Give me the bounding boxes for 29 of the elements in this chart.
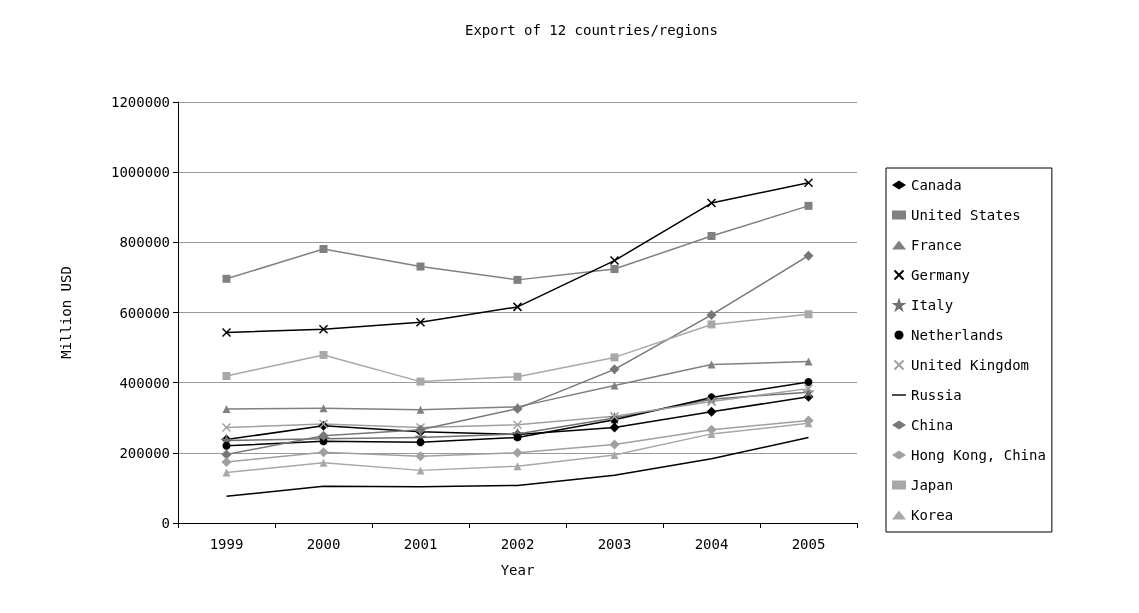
legend-label: France: [911, 237, 962, 253]
y-tick-label: 800000: [119, 234, 170, 251]
x-tick-label: 2004: [694, 536, 729, 552]
x-tick-label: 1999: [209, 536, 244, 552]
y-tick-label: 1000000: [110, 164, 170, 181]
legend-label: Netherlands: [911, 327, 1004, 343]
chart-title: Export of 12 countries/regions: [465, 22, 718, 38]
x-axis-title: Year: [500, 562, 535, 578]
legend-label: Korea: [911, 507, 954, 523]
y-tick-label: 200000: [119, 444, 170, 461]
legend-label: Canada: [911, 177, 962, 193]
y-tick-label: 400000: [119, 374, 170, 391]
x-tick-label: 2003: [597, 536, 632, 552]
legend-label: Japan: [911, 477, 954, 493]
legend-label: China: [911, 417, 954, 433]
legend-label: Hong Kong, China: [911, 447, 1046, 463]
legend-label: Germany: [911, 267, 971, 283]
y-tick-label: 600000: [119, 304, 170, 321]
legend-label: Russia: [911, 387, 962, 403]
x-tick-label: 2001: [403, 536, 438, 552]
y-axis-title: Million USD: [58, 266, 74, 359]
legend-label: United States: [911, 207, 1021, 223]
y-tick-label: 0: [161, 515, 170, 531]
x-tick-label: 2000: [306, 536, 341, 552]
y-tick-label: 1200000: [110, 94, 170, 110]
x-tick-label: 2005: [791, 536, 826, 552]
legend-label: United Kingdom: [911, 357, 1030, 373]
legend-label: Italy: [911, 297, 954, 313]
x-tick-label: 2002: [500, 536, 535, 552]
